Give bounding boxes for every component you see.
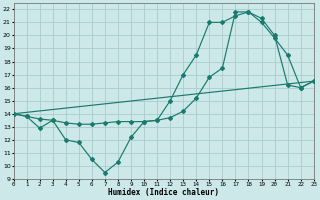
X-axis label: Humidex (Indice chaleur): Humidex (Indice chaleur) (108, 188, 219, 197)
